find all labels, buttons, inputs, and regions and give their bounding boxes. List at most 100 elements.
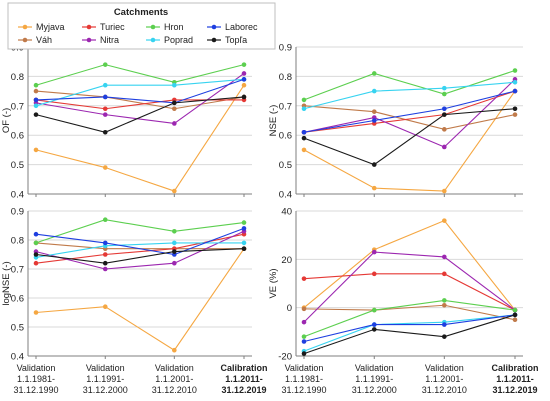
data-point (241, 246, 247, 251)
data-point (371, 307, 377, 313)
y-tick-label: 0.8 (279, 72, 292, 83)
series-Topľa (33, 94, 247, 135)
legend-label: Hron (164, 22, 184, 32)
data-point (33, 103, 39, 109)
data-point (33, 260, 39, 266)
data-point (301, 135, 307, 141)
data-point (442, 91, 447, 97)
series-line (303, 108, 516, 166)
data-point (512, 317, 518, 323)
data-point (102, 217, 108, 222)
legend-item: Myjava (18, 22, 65, 32)
y-tick-label: 0.8 (11, 236, 24, 247)
legend-swatch-marker (22, 37, 28, 43)
x-category-label: 1.1.1991- (355, 374, 393, 384)
data-point (33, 252, 39, 257)
data-point (33, 231, 39, 237)
series-line (35, 84, 245, 192)
series-line (303, 314, 516, 355)
data-point (33, 97, 39, 103)
data-point (442, 106, 447, 112)
data-point (301, 334, 307, 339)
data-point (241, 82, 247, 88)
data-point (102, 106, 108, 112)
x-category-label: Calibration (220, 363, 267, 373)
x-category-label: 1.1.1981- (285, 374, 323, 384)
x-category-label: 31.12.2000 (352, 385, 397, 395)
data-point (512, 312, 518, 318)
data-point (371, 71, 377, 76)
data-point (512, 79, 518, 85)
data-point (371, 88, 377, 94)
series-line (303, 90, 516, 133)
data-point (102, 252, 108, 257)
y-tick-label: 0.9 (11, 207, 24, 218)
y-tick-label: 0.7 (279, 101, 292, 112)
series-line (35, 96, 245, 133)
x-category-label: 31.12.2000 (83, 385, 128, 395)
data-point (512, 68, 518, 73)
series-line (303, 304, 516, 321)
data-point (102, 240, 108, 246)
legend-label: Poprad (164, 35, 193, 45)
x-category-label: 31.12.2010 (422, 385, 467, 395)
data-point (301, 351, 307, 356)
series-line (35, 227, 245, 256)
series-Topľa (33, 246, 247, 266)
data-point (301, 97, 307, 103)
data-point (172, 229, 177, 234)
data-point (102, 260, 108, 266)
y-tick-label: -20 (278, 352, 292, 363)
data-point (371, 322, 377, 327)
legend-swatch-marker (86, 37, 92, 43)
series-Hron (33, 62, 247, 88)
data-point (301, 339, 307, 344)
series-line (35, 230, 245, 270)
y-axis-label: NSE (-) (268, 105, 279, 137)
x-category-label: Validation (355, 363, 394, 373)
panel-of: 0.40.50.60.70.80.9OF (-) (1, 43, 252, 201)
data-point (102, 94, 108, 100)
series-Laborec (301, 88, 518, 135)
legend-swatch-marker (150, 37, 156, 43)
x-category-label: Validation (17, 363, 56, 373)
data-point (102, 266, 108, 272)
y-tick-label: 0 (287, 303, 292, 314)
data-point (301, 276, 307, 281)
y-tick-label: 0.6 (279, 131, 292, 142)
series-line (303, 78, 516, 148)
x-category-label: 1.1.1981- (17, 374, 55, 384)
data-point (442, 188, 447, 194)
series-Laborec (301, 312, 518, 344)
data-point (102, 82, 108, 88)
x-category-label: 31.12.1990 (281, 385, 326, 395)
data-point (442, 127, 447, 132)
legend-item: Nitra (82, 35, 119, 45)
x-category-label: 31.12.1990 (13, 385, 58, 395)
data-point (241, 77, 247, 82)
series-line (303, 90, 516, 192)
data-point (241, 226, 247, 231)
legend-swatch-marker (211, 24, 217, 30)
series-Nitra (301, 77, 518, 150)
series-line (303, 105, 516, 130)
data-point (102, 62, 108, 67)
series-line (35, 64, 245, 86)
x-category-label: 31.12.2019 (221, 385, 266, 395)
data-point (172, 240, 177, 246)
y-axis-label: OF (-) (1, 108, 12, 133)
series-Topľa (301, 106, 518, 167)
data-point (102, 112, 108, 117)
series-Laborec (33, 77, 247, 106)
series-line (35, 99, 244, 110)
legend-label: Váh (36, 35, 52, 45)
legend-item: Poprad (146, 35, 193, 45)
series-Hron (33, 217, 247, 246)
x-category-label: 1.1.2011- (496, 374, 534, 384)
data-point (512, 112, 518, 117)
y-tick-label: 0.6 (11, 294, 24, 305)
legend-box (7, 2, 276, 50)
data-point (172, 260, 177, 266)
data-point (172, 347, 177, 353)
data-point (102, 165, 108, 170)
